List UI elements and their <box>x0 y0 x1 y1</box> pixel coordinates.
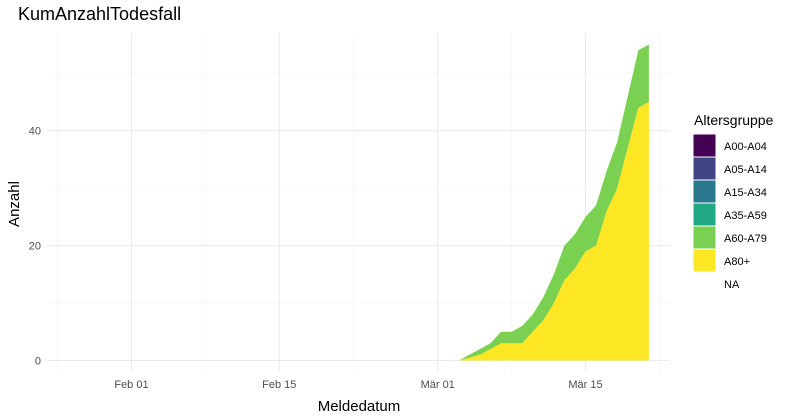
y-tick-label: 0 <box>35 356 41 368</box>
legend-key-a15-a34 <box>692 179 717 204</box>
x-tick-label: Feb 15 <box>262 379 296 391</box>
legend-key-a05-a14 <box>692 156 717 181</box>
y-tick-label: 40 <box>29 126 41 138</box>
legend-label-na: NA <box>724 279 740 291</box>
legend: Altersgruppe A00-A04 A05-A14 A15-A34 A35-A5… <box>692 112 774 296</box>
legend-key-a80- <box>692 248 717 273</box>
x-tick-label: Mär 15 <box>568 379 602 391</box>
x-tick-label: Feb 01 <box>114 379 148 391</box>
legend-key-a35-a59 <box>692 202 717 227</box>
chart-title: KumAnzahlTodesfall <box>18 4 181 24</box>
legend-label-a35-a59: A35-A59 <box>724 210 767 222</box>
legend-label-a80-: A80+ <box>724 256 750 268</box>
legend-label-a05-a14: A05-A14 <box>724 164 767 176</box>
area-a80- <box>89 101 649 361</box>
legend-key-a60-a79 <box>692 225 717 250</box>
legend-label-a00-a04: A00-A04 <box>724 141 767 153</box>
legend-title: Altersgruppe <box>694 112 774 128</box>
y-tick-label: 20 <box>29 241 41 253</box>
area-series <box>89 44 649 361</box>
y-axis-ticks: 0 20 40 <box>29 126 41 368</box>
y-axis-title: Anzahl <box>6 181 23 227</box>
x-axis-title: Meldedatum <box>318 398 401 415</box>
legend-key-na <box>692 271 717 296</box>
legend-key-a00-a04 <box>692 133 717 158</box>
x-tick-label: Mär 01 <box>421 379 455 391</box>
legend-label-a60-a79: A60-A79 <box>724 233 767 245</box>
legend-label-a15-a34: A15-A34 <box>724 187 767 199</box>
x-axis-ticks: Feb 01 Feb 15 Mär 01 Mär 15 <box>114 379 602 391</box>
